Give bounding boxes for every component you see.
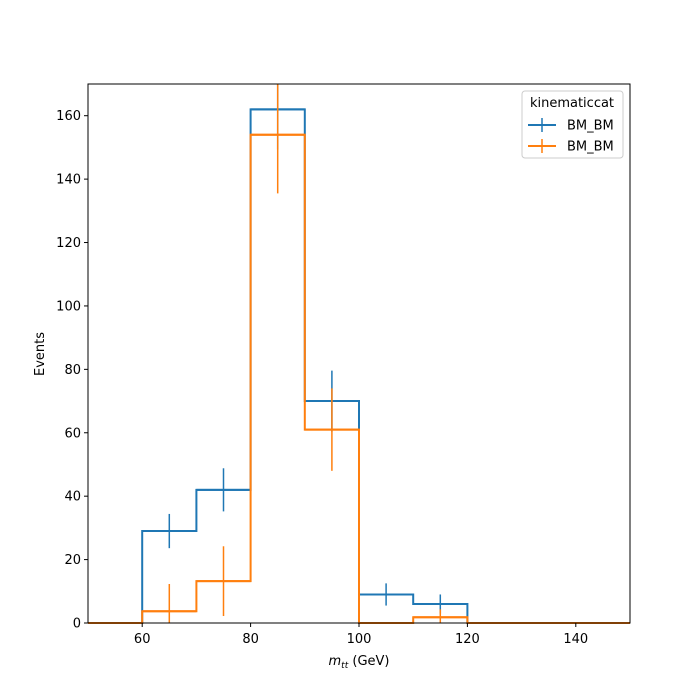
series-layer xyxy=(88,84,630,624)
y-tick-label: 60 xyxy=(64,426,81,441)
legend-label-2: BM_BM xyxy=(567,140,614,155)
x-tick-label: 120 xyxy=(455,632,480,647)
legend-title: kinematiccat xyxy=(530,96,614,111)
x-tick-label: 140 xyxy=(563,632,588,647)
y-tick-label: 0 xyxy=(73,617,81,632)
y-axis-label: Events xyxy=(33,332,48,376)
y-tick-label: 160 xyxy=(56,109,81,124)
legend-box xyxy=(521,90,624,159)
y-axis-ticks: 0 20 40 60 80 100 120 140 160 xyxy=(56,109,88,632)
legend: kinematiccat BM_BM BM_BM xyxy=(521,90,624,159)
y-tick-label: 20 xyxy=(64,553,81,568)
y-tick-label: 100 xyxy=(56,299,81,314)
legend-label-1: BM_BM xyxy=(567,119,614,134)
y-tick-label: 80 xyxy=(64,363,81,378)
x-tick-label: 80 xyxy=(242,632,259,647)
x-tick-label: 60 xyxy=(134,632,151,647)
x-axis-label: mtt (GeV) xyxy=(329,654,390,671)
y-tick-label: 140 xyxy=(56,173,81,188)
x-axis-ticks: 60 80 100 120 140 xyxy=(134,623,588,647)
y-tick-label: 40 xyxy=(64,490,81,505)
series-2-step-line xyxy=(88,133,630,624)
y-tick-label: 120 xyxy=(56,236,81,251)
x-tick-label: 100 xyxy=(347,632,372,647)
